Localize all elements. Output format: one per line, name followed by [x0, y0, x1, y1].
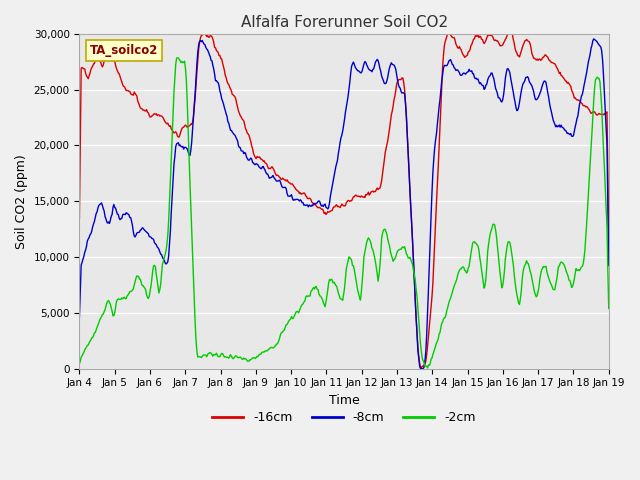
X-axis label: Time: Time — [329, 394, 360, 407]
Text: TA_soilco2: TA_soilco2 — [90, 44, 158, 57]
Title: Alfalfa Forerunner Soil CO2: Alfalfa Forerunner Soil CO2 — [241, 15, 447, 30]
Legend: -16cm, -8cm, -2cm: -16cm, -8cm, -2cm — [207, 406, 481, 429]
Y-axis label: Soil CO2 (ppm): Soil CO2 (ppm) — [15, 154, 28, 249]
